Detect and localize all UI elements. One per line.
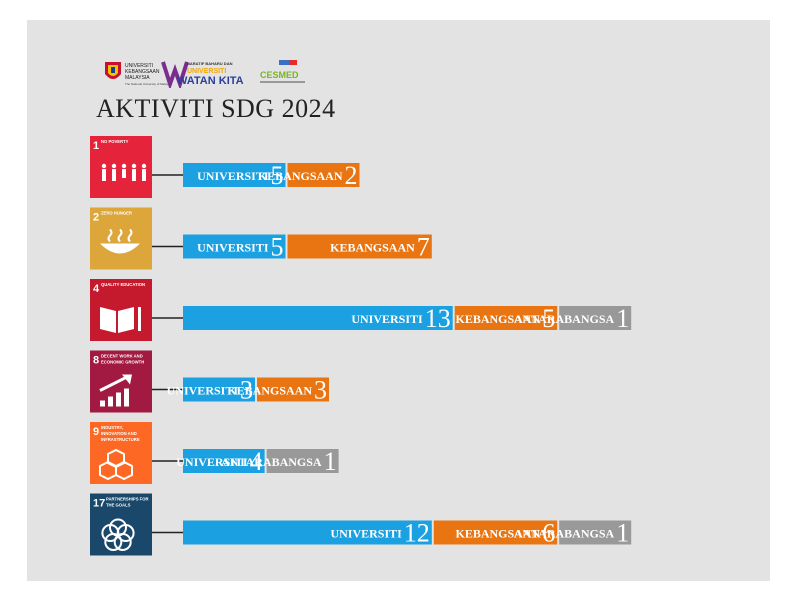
watan-kita-line-3: WATAN KITA: [177, 75, 244, 87]
sdg-goal-label: QUALITY EDUCATION: [101, 282, 145, 287]
growth-chart-icon: [99, 374, 132, 407]
ukm-logo-line-2: KEBANGSAAN: [125, 69, 160, 75]
bar-value-label: 12: [404, 519, 430, 548]
sdg-goal-number: 9: [93, 426, 99, 438]
bar-series-label: KEBANGSAAN: [456, 527, 541, 541]
sdg-goal-number: 17: [93, 498, 105, 510]
sdg-goal-label: INDUSTRY,: [101, 425, 123, 430]
bar-segment-universiti: [183, 377, 255, 402]
bar-series-label: ANTARABANGSA: [514, 312, 615, 326]
bar-series-label: UNIVERSITI: [197, 169, 269, 183]
bar-value-label: 1: [616, 304, 629, 333]
bar-series-label: UNIVERSITI: [197, 241, 269, 255]
bar-value-label: 4: [250, 447, 263, 476]
bar-segment-kebangsaan: [454, 306, 558, 330]
sdg-goal-label: DECENT WORK AND: [101, 354, 143, 359]
sdg-goal-label: THE GOALS: [106, 503, 131, 508]
sdg-tile-bg: [90, 136, 152, 198]
sdg-goal-number: 4: [93, 283, 100, 295]
bar-segment-universiti: [183, 449, 265, 473]
bar-value-label: 1: [616, 519, 629, 548]
bar-series-label: KEBANGSAAN: [456, 312, 541, 326]
cesmed-logo: CESMED: [260, 60, 305, 83]
sdg-tile-1: 1 NO POVERTY: [90, 136, 152, 198]
watan-kita-logo: NARATIF BAHARU DAN UNIVERSITI WATAN KITA: [161, 61, 244, 91]
cesmed-logo-text: CESMED: [260, 70, 299, 80]
bar-segment-universiti: [183, 306, 453, 330]
bar-series-label: KEBANGSAAN: [330, 241, 415, 255]
bar-segment-antarabangsa: [266, 449, 339, 473]
bar-series-label: UNIVERSITI: [176, 455, 248, 469]
watan-kita-line-2: UNIVERSITI: [187, 68, 226, 75]
bar-value-label: 3: [240, 376, 253, 405]
ukm-logo-line-4: The National University of Malaysia: [125, 82, 172, 86]
bar-value-label: 5: [542, 304, 555, 333]
sdg-tile-bg: [90, 207, 152, 270]
sdg-goal-label: INNOVATION AND: [101, 431, 137, 436]
bar-segment-antarabangsa: [559, 306, 632, 330]
sdg-goal-label: ZERO HUNGER: [101, 211, 132, 216]
bar-series-label: UNIVERSITI: [167, 384, 239, 398]
sdg-goal-number: 8: [93, 355, 99, 367]
sdg-tile-4: 4 QUALITY EDUCATION: [90, 279, 152, 341]
bar-value-label: 5: [271, 161, 284, 190]
bar-value-label: 13: [425, 304, 451, 333]
bar-segment-universiti: [183, 520, 432, 545]
cubes-icon: [99, 448, 133, 481]
sdg-goal-label: NO POVERTY: [101, 139, 129, 144]
page-title: AKTIVITI SDG 2024: [96, 94, 336, 123]
bar-series-label: KEBANGSAAN: [227, 384, 312, 398]
logo-strip: UNIVERSITI KEBANGSAAN MALAYSIA The Natio…: [103, 58, 308, 91]
bar-segment-universiti: [183, 163, 286, 187]
bowl-icon: [100, 228, 140, 254]
bar-value-label: 3: [314, 376, 327, 405]
sdg-goal-number: 2: [93, 212, 99, 224]
sdg-goal-label: INFRASTRUCTURE: [101, 437, 140, 442]
ukm-logo-line-3: MALAYSIA: [125, 75, 150, 81]
bar-series-label: KEBANGSAAN: [258, 169, 343, 183]
ukm-logo: UNIVERSITI KEBANGSAAN MALAYSIA The Natio…: [105, 62, 172, 86]
rings-icon: [101, 518, 135, 551]
bar-segment-kebangsaan: [287, 163, 360, 187]
sdg-goal-label: PARTNERSHIPS FOR: [106, 497, 149, 502]
bar-segment-kebangsaan: [287, 234, 432, 259]
sdg-tile-2: 2 ZERO HUNGER: [90, 207, 152, 270]
bar-segment-kebangsaan: [433, 520, 558, 545]
bar-value-label: 5: [271, 233, 284, 262]
ukm-logo-line-1: UNIVERSITI: [125, 63, 153, 69]
bar-series-label: ANTARABANGSA: [514, 527, 615, 541]
bar-segment-kebangsaan: [257, 377, 329, 402]
book-icon: [100, 307, 141, 333]
sdg-goal-number: 1: [93, 140, 99, 152]
watan-kita-line-1: NARATIF BAHARU DAN: [187, 61, 233, 66]
bar-segment-universiti: [183, 234, 286, 259]
bar-series-label: ANTARABANGSA: [221, 455, 322, 469]
sdg-goal-label: ECONOMIC GROWTH: [101, 360, 144, 365]
bar-value-label: 7: [417, 233, 430, 262]
bar-segment-antarabangsa: [559, 520, 632, 545]
bar-value-label: 1: [324, 447, 337, 476]
bar-value-label: 2: [345, 161, 358, 190]
bar-value-label: 6: [542, 519, 555, 548]
bar-series-label: UNIVERSITI: [351, 312, 423, 326]
bar-series-label: UNIVERSITI: [330, 527, 402, 541]
family-icon: [101, 163, 147, 181]
